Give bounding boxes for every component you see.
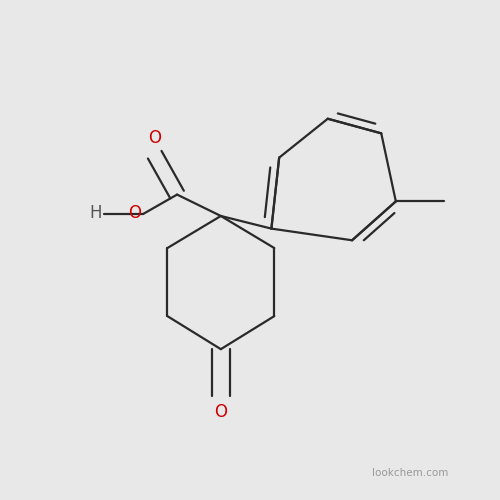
- Text: O: O: [148, 130, 161, 148]
- Text: O: O: [214, 403, 228, 421]
- Text: O: O: [128, 204, 140, 222]
- Text: H: H: [89, 204, 102, 222]
- Text: lookchem.com: lookchem.com: [372, 468, 448, 478]
